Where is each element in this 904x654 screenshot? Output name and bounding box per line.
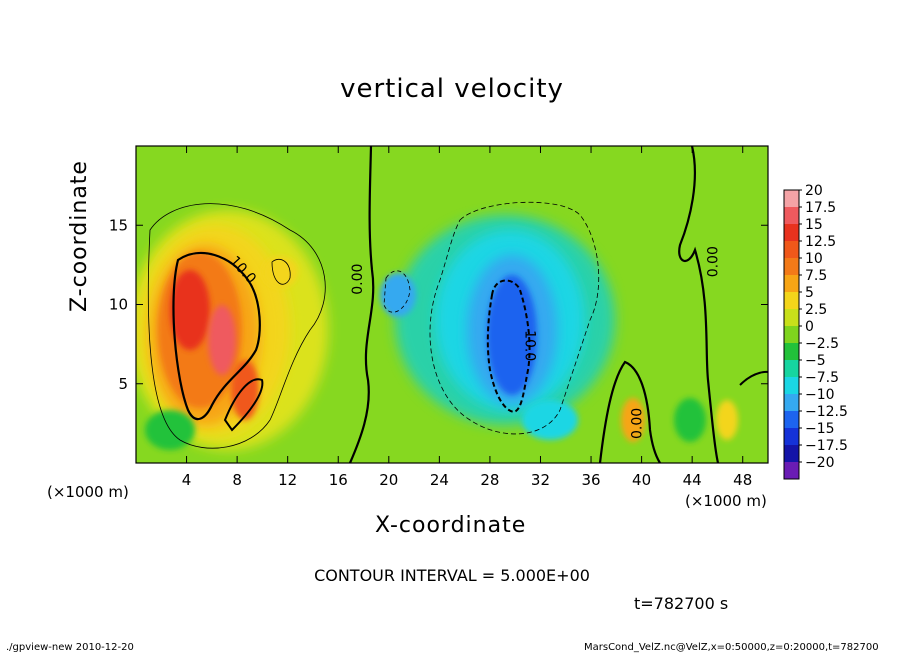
x-tick-label: 24 [430, 471, 449, 489]
colorbar-swatch [784, 411, 799, 428]
colorbar-label: 0 [805, 319, 814, 335]
colorbar-label: 7.5 [805, 268, 827, 284]
colorbar-swatch [784, 462, 799, 479]
colorbar-swatch [784, 292, 799, 309]
x-tick-label: 4 [182, 471, 192, 489]
colorbar-label: 12.5 [805, 234, 836, 250]
x-axis-label: X-coordinate [375, 513, 527, 538]
y-tick-label: 5 [118, 375, 128, 393]
contour-label: 0.00 [630, 408, 646, 439]
contour-zero-mid [598, 360, 661, 463]
x-tick-label: 28 [480, 471, 499, 489]
x-tick-label: 40 [632, 471, 651, 489]
colorbar-swatch [784, 224, 799, 241]
colorbar-label: −20 [805, 455, 835, 471]
chart-title: vertical velocity [340, 74, 564, 104]
y-axis: 5 10 15 [109, 216, 768, 393]
downdraft-core [487, 275, 537, 395]
colorbar-swatch [784, 428, 799, 445]
contour-label: 0.00 [705, 246, 721, 277]
contour-label: 0.00 [350, 264, 366, 295]
colorbar-swatch [784, 309, 799, 326]
x-tick-label: 36 [581, 471, 600, 489]
time-stamp: t=782700 s [634, 594, 729, 613]
x-tick-label: 16 [329, 471, 348, 489]
contour-label: 10.0 [521, 330, 537, 361]
colorbar-label: −12.5 [805, 404, 848, 420]
x-tick-label: 48 [733, 471, 752, 489]
colorbar-label: −15 [805, 421, 835, 437]
colorbar-label: 10 [805, 251, 823, 267]
contour-zero-right [678, 146, 720, 463]
footer-left: ./gpview-new 2010-12-20 [6, 642, 134, 653]
colorbar-swatch [784, 207, 799, 224]
x-tick-label: 32 [531, 471, 550, 489]
colorbar-label: −10 [805, 387, 835, 403]
colorbar-swatch [784, 241, 799, 258]
colorbar-label: 5 [805, 285, 814, 301]
footer-right: MarsCond_VelZ.nc@VelZ,x=0:50000,z=0:2000… [584, 642, 879, 653]
y-units-label: (×1000 m) [47, 483, 129, 501]
colorbar-label: 2.5 [805, 302, 827, 318]
colorbar: 2017.51512.5107.552.50−2.5−5−7.5−10−12.5… [783, 183, 848, 480]
colorbar-swatch [784, 377, 799, 394]
contour-neg5-downdraft [429, 201, 600, 435]
colorbar-label: 20 [805, 183, 823, 199]
x-tick-label: 12 [278, 471, 297, 489]
colorbar-frame [783, 189, 800, 480]
y-tick-label: 15 [109, 216, 128, 234]
colorbar-label: −7.5 [805, 370, 839, 386]
colorbar-label: 17.5 [805, 200, 836, 216]
contour-interval-text: CONTOUR INTERVAL = 5.000E+00 [314, 566, 590, 585]
colorbar-swatch [784, 445, 799, 462]
x-tick-label: 20 [379, 471, 398, 489]
colorbar-swatch [784, 275, 799, 292]
colorbar-label: −17.5 [805, 438, 848, 454]
y-axis-label: Z-coordinate [67, 160, 92, 312]
heatmap-field [136, 146, 768, 463]
x-units-label: (×1000 m) [685, 492, 767, 510]
updraft-core [170, 270, 210, 350]
colorbar-swatch [784, 394, 799, 411]
x-axis: 4 8 12 16 20 24 28 32 36 40 44 48 [182, 146, 752, 489]
colorbar-swatch [784, 258, 799, 275]
x-tick-label: 44 [683, 471, 702, 489]
colorbar-label: −2.5 [805, 336, 839, 352]
colorbar-swatch [784, 343, 799, 360]
colorbar-swatch [784, 326, 799, 343]
contour-10-updraft [172, 251, 261, 421]
colorbar-label: 15 [805, 217, 823, 233]
colorbar-label: −5 [805, 353, 826, 369]
contour-zero-left [348, 146, 375, 463]
y-tick-label: 10 [109, 296, 128, 314]
colorbar-swatch [784, 360, 799, 377]
contour-5-updraft [147, 203, 326, 449]
colorbar-swatch [784, 190, 799, 207]
x-tick-label: 8 [232, 471, 242, 489]
contour-neg10-downdraft [486, 279, 531, 414]
